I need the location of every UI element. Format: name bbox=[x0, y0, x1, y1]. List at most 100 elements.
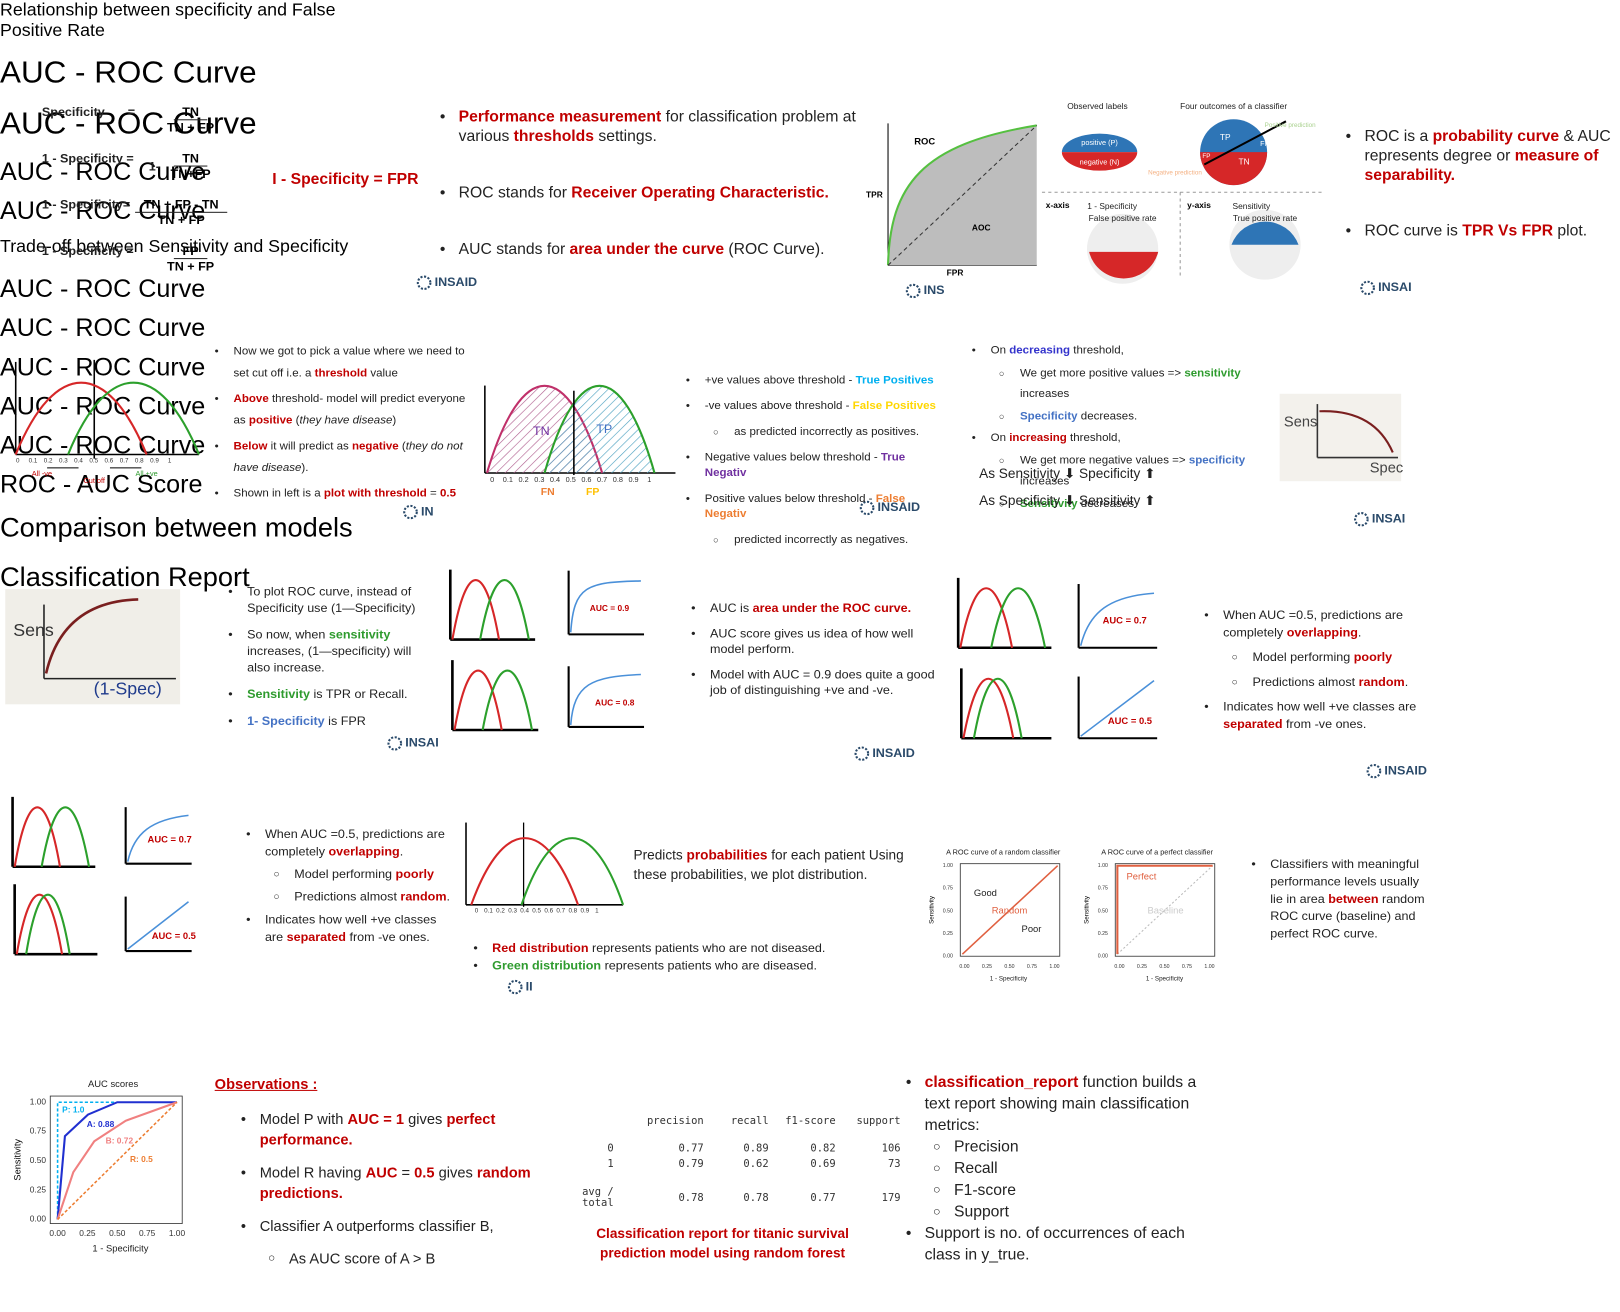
highlight-run: area under the curve bbox=[569, 240, 725, 259]
highlight-run: negative bbox=[351, 440, 399, 453]
distribution-curve bbox=[543, 385, 656, 474]
text-run: ) bbox=[392, 414, 397, 427]
bullet-item: Below it will predict as negative (they … bbox=[215, 436, 477, 479]
tick-label: 0.5 bbox=[89, 457, 98, 464]
figure-label: B: 0.72 bbox=[106, 1136, 134, 1146]
logo-text: IN bbox=[421, 504, 434, 518]
bullet-item: To plot ROC curve, instead of Specificit… bbox=[228, 583, 437, 616]
tick-label: 0.25 bbox=[982, 964, 992, 970]
logo-text: INSAID bbox=[435, 275, 478, 289]
curve bbox=[1319, 410, 1394, 453]
curve bbox=[569, 580, 641, 633]
tick-label: 0 bbox=[16, 457, 20, 464]
tick-label: 0.50 bbox=[943, 908, 953, 914]
logo-text: INSAI bbox=[1372, 512, 1405, 526]
text-run: = bbox=[426, 487, 440, 500]
bullet-item: Green distribution represents patients w… bbox=[473, 957, 892, 974]
logo-gear bbox=[387, 736, 403, 751]
text-run: ( bbox=[292, 414, 300, 427]
text-run: gives bbox=[404, 1110, 447, 1127]
highlight-run: 0.5 bbox=[414, 1163, 435, 1181]
bullet-item: Negative values below threshold - True N… bbox=[686, 450, 948, 481]
figure-label: Spec bbox=[1370, 461, 1403, 477]
highlight-run: 1- Specificity bbox=[247, 713, 325, 728]
empty-cell bbox=[545, 1114, 614, 1142]
outcome-half bbox=[1231, 221, 1299, 245]
table-row: 1 0.79 0.62 0.69 73 bbox=[545, 1157, 900, 1172]
figure-label: AUC = 0.9 bbox=[590, 603, 630, 613]
figure-label: TN bbox=[1238, 157, 1249, 167]
logo-text: INSAI bbox=[405, 736, 438, 750]
highlight-run: thresholds bbox=[513, 127, 594, 145]
figure-label: AUC = 0.7 bbox=[1103, 616, 1147, 626]
tick-label: 1.00 bbox=[169, 1228, 186, 1238]
figure-label: AOC bbox=[972, 223, 991, 233]
bullet-item: AUC score gives us idea of how well mode… bbox=[691, 626, 937, 657]
tick-label: 0.6 bbox=[105, 457, 114, 464]
sub-bullet-item: predicted incorrectly as negatives. bbox=[686, 533, 948, 548]
title-box: Trade-off between Sensitivity and Specif… bbox=[0, 236, 349, 257]
bullet-item: Model P with AUC = 1 gives perfect perfo… bbox=[241, 1108, 534, 1149]
distribution-curve bbox=[15, 893, 64, 955]
highlight-run: they have disease bbox=[299, 414, 393, 427]
highlight-run: Red distribution bbox=[492, 940, 589, 956]
tick-label: 0.50 bbox=[1098, 908, 1108, 914]
figure-label: Observed labels bbox=[1067, 101, 1128, 111]
logo-gear bbox=[854, 746, 870, 761]
tick-label: 0.25 bbox=[30, 1184, 47, 1194]
bullet-item: Indicates how well +ve classes are separ… bbox=[246, 911, 455, 946]
text-run: ROC is a bbox=[1364, 127, 1433, 145]
bullet-item: ROC curve is TPR Vs FPR plot. bbox=[1346, 221, 1618, 241]
tick-label: 0.3 bbox=[534, 475, 544, 484]
text-run: Predicts bbox=[633, 847, 687, 863]
distribution-curve bbox=[40, 806, 91, 867]
curve bbox=[1079, 592, 1155, 646]
text-run: Model with AUC = 0.9 does quite a good j… bbox=[710, 667, 935, 698]
header-cell: support bbox=[856, 1115, 901, 1127]
tick-label: 0.00 bbox=[49, 1228, 66, 1238]
tick-label: 0.5 bbox=[566, 475, 576, 484]
text-run: threshold, bbox=[1070, 344, 1124, 357]
highlight-run: AUC = 1 bbox=[347, 1110, 405, 1127]
table-cell: 0.79 bbox=[678, 1158, 704, 1171]
formula-prefix: 1- bbox=[148, 159, 160, 174]
text-run: increases bbox=[1019, 387, 1070, 400]
table-cell: 0.82 bbox=[810, 1143, 836, 1155]
curve bbox=[44, 598, 139, 674]
bullet-item: AUC is area under the ROC curve. bbox=[691, 600, 937, 615]
text-run: When AUC =0.5, predictions are completel… bbox=[264, 826, 445, 859]
fraction: TN + FP - TN TN + FP bbox=[134, 197, 228, 227]
tick-label: 0.75 bbox=[139, 1228, 156, 1238]
bullet-list: To plot ROC curve, instead of Specificit… bbox=[228, 583, 437, 739]
text-run: for each patient Using these probabiliti… bbox=[633, 847, 904, 883]
table-cell: avg / total bbox=[582, 1186, 614, 1210]
highlight-run: Green distribution bbox=[492, 958, 602, 973]
highlight-run: Below bbox=[233, 440, 268, 453]
title-box: AUC - ROC Curve bbox=[0, 353, 206, 382]
tick-label: 0.25 bbox=[1098, 931, 1108, 937]
logo-gear bbox=[507, 979, 523, 995]
figure-label: Good bbox=[974, 888, 997, 898]
table-cell: 106 bbox=[881, 1143, 901, 1155]
highlight-run: Specificity bbox=[1019, 409, 1078, 423]
highlight-run: sensitivity bbox=[328, 627, 391, 642]
sub-bullet-item: Predictions almost random. bbox=[246, 888, 455, 905]
text-run: function builds a text report showing ma… bbox=[924, 1073, 1197, 1135]
table-row: avg / total 0.78 0.78 0.77 179 bbox=[545, 1172, 900, 1211]
figure-label: Random bbox=[992, 906, 1028, 916]
highlight-run: poorly bbox=[395, 866, 434, 882]
fraction: TN TN + FP bbox=[143, 105, 237, 135]
sketch-photo bbox=[1279, 393, 1402, 482]
figure-label: TP bbox=[1220, 132, 1231, 142]
text-run: AUC is bbox=[710, 600, 753, 615]
formula-lhs: 1 - Specificity = bbox=[41, 243, 134, 259]
label-ellipse bbox=[1061, 133, 1138, 153]
sub-bullet-item: as predicted incorrectly as positives. bbox=[686, 425, 948, 440]
formula-lhs: Specificity bbox=[41, 104, 105, 120]
curve bbox=[1116, 864, 1213, 955]
text-run: Model performing bbox=[1252, 649, 1354, 665]
highlight-run: AUC bbox=[365, 1163, 398, 1181]
logo-gear bbox=[1354, 512, 1369, 527]
figure-label: positive (P) bbox=[1081, 138, 1118, 147]
